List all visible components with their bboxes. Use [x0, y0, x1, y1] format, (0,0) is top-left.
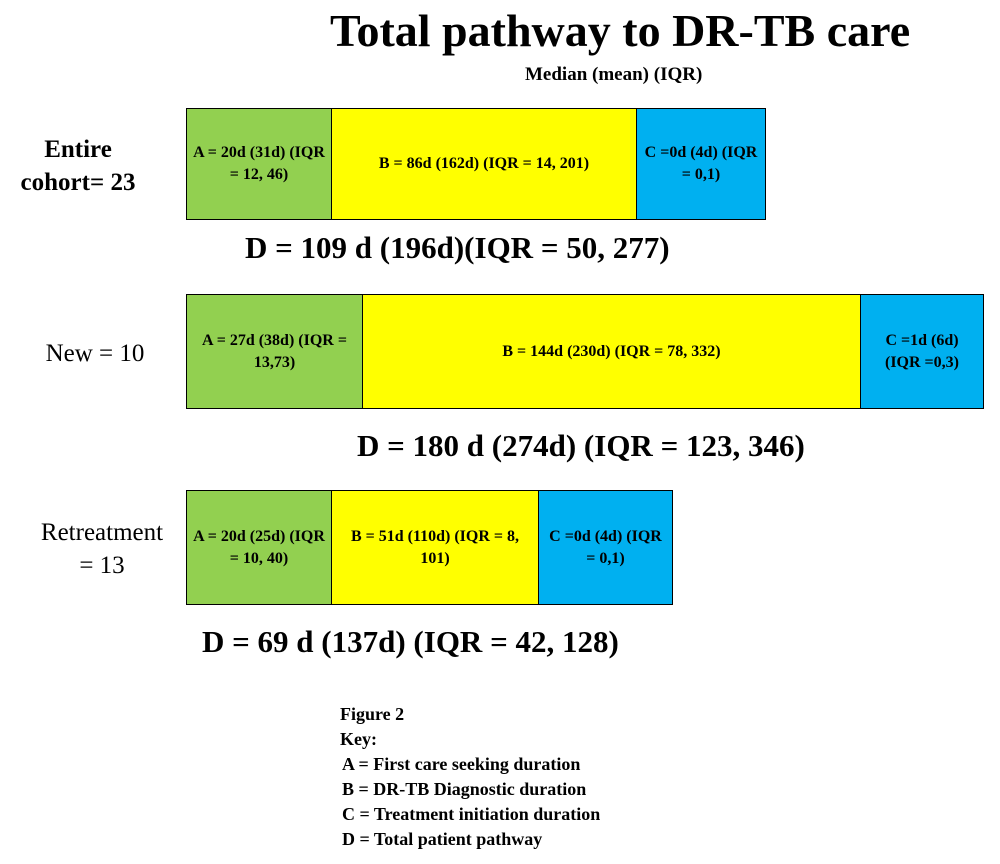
- group-label-line: New = 10: [45, 340, 145, 367]
- key-entry: D = Total patient pathway: [342, 829, 543, 849]
- pathway-bar-new: A = 27d (38d) (IQR = 13,73) B = 144d (23…: [186, 294, 984, 409]
- group-label-new: New = 10: [25, 338, 165, 371]
- figure-title: Total pathway to DR-TB care: [330, 5, 911, 56]
- total-pathway-retreatment: D = 69 d (137d) (IQR = 42, 128): [202, 624, 619, 659]
- group-label-line: Entire: [44, 136, 112, 163]
- segment-c: C =1d (6d) (IQR =0,3): [861, 295, 983, 408]
- segment-b: B = 144d (230d) (IQR = 78, 332): [363, 295, 861, 408]
- figure-label: Figure 2: [340, 704, 405, 724]
- group-label-entire-cohort: Entire cohort= 23: [8, 134, 148, 199]
- group-label-line: Retreatment: [40, 519, 164, 546]
- segment-b: B = 86d (162d) (IQR = 14, 201): [332, 109, 637, 219]
- group-label-retreatment: Retreatment = 13: [22, 517, 182, 582]
- figure-key: Figure 2 Key: A = First care seeking dur…: [340, 702, 600, 852]
- segment-c: C =0d (4d) (IQR = 0,1): [539, 491, 672, 604]
- pathway-bar-retreatment: A = 20d (25d) (IQR = 10, 40) B = 51d (11…: [186, 490, 673, 605]
- segment-c: C =0d (4d) (IQR = 0,1): [637, 109, 765, 219]
- pathway-bar-entire-cohort: A = 20d (31d) (IQR = 12, 46) B = 86d (16…: [186, 108, 766, 220]
- key-entry: B = DR-TB Diagnostic duration: [342, 779, 587, 799]
- figure-subtitle: Median (mean) (IQR): [525, 64, 703, 85]
- segment-b: B = 51d (110d) (IQR = 8, 101): [332, 491, 539, 604]
- total-pathway-new: D = 180 d (274d) (IQR = 123, 346): [357, 428, 805, 463]
- key-entry: A = First care seeking duration: [342, 754, 581, 774]
- segment-a: A = 27d (38d) (IQR = 13,73): [187, 295, 363, 408]
- group-label-line: cohort= 23: [20, 168, 136, 196]
- key-entry: C = Treatment initiation duration: [342, 804, 601, 824]
- group-label-line: = 13: [79, 551, 125, 579]
- segment-a: A = 20d (31d) (IQR = 12, 46): [187, 109, 332, 219]
- total-pathway-entire-cohort: D = 109 d (196d)(IQR = 50, 277): [245, 230, 670, 265]
- segment-a: A = 20d (25d) (IQR = 10, 40): [187, 491, 332, 604]
- key-heading: Key:: [340, 729, 377, 749]
